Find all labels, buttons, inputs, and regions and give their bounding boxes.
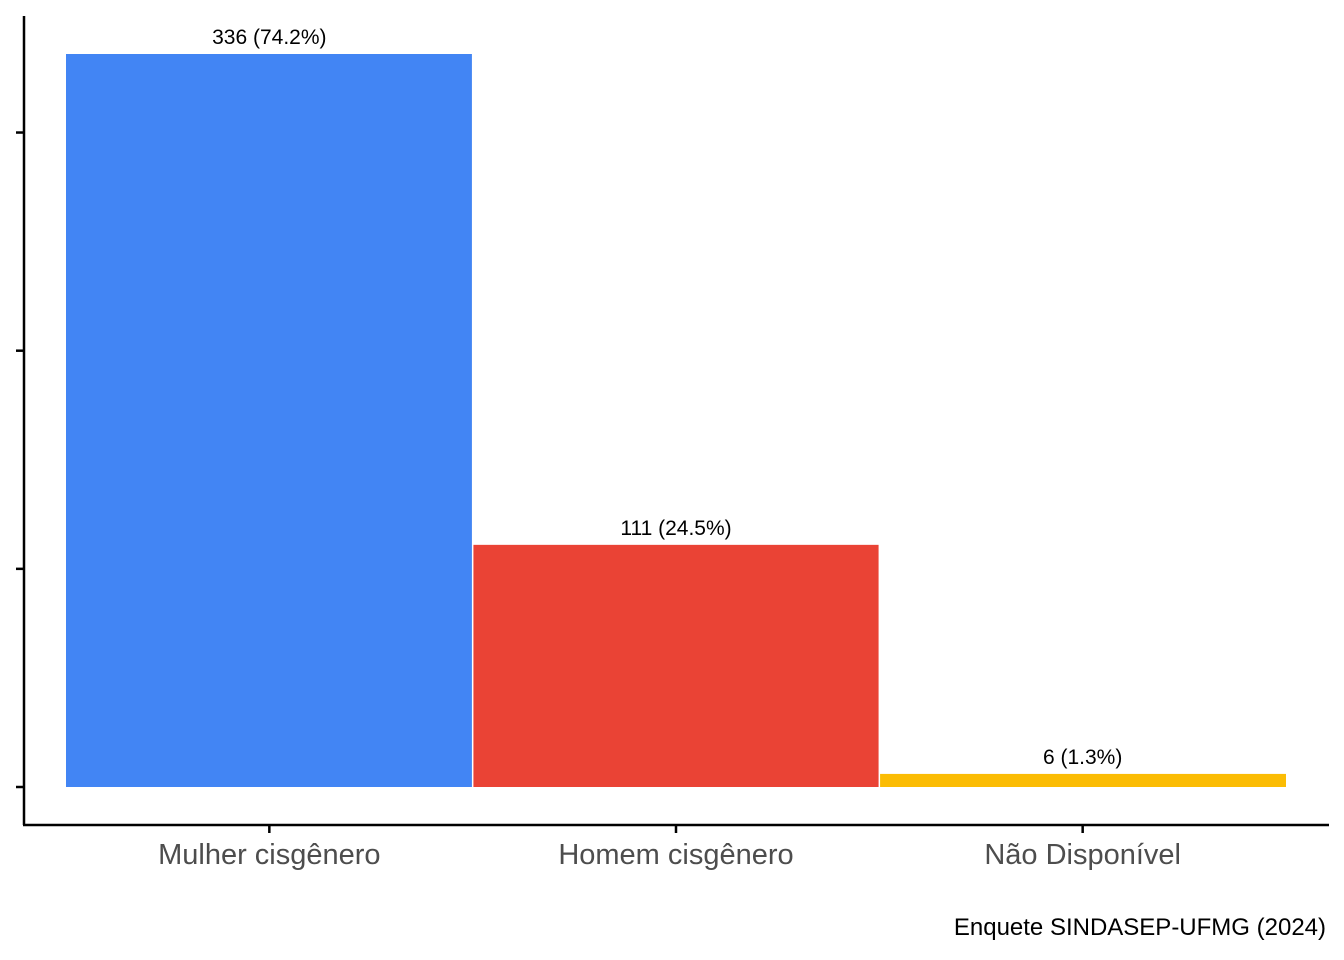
x-tick-label-1: Homem cisgênero bbox=[558, 839, 793, 871]
bar-value-label-1: 111 (24.5%) bbox=[620, 517, 731, 540]
x-axis-ticks bbox=[268, 825, 1084, 833]
x-tick-label-2: Não Disponível bbox=[984, 839, 1181, 871]
x-axis-tick-labels: Mulher cisgênero Homem cisgênero Não Dispo… bbox=[158, 839, 1181, 871]
y-axis-ticks bbox=[16, 131, 24, 789]
bar-0 bbox=[66, 54, 472, 787]
x-tick-label-0: Mulher cisgênero bbox=[158, 839, 380, 871]
bar-2 bbox=[880, 773, 1286, 787]
chart-caption: Enquete SINDASEP-UFMG (2024) bbox=[953, 914, 1326, 941]
bar-value-label-2: 6 (1.3%) bbox=[1043, 746, 1122, 769]
bars bbox=[66, 54, 1286, 787]
bar-value-labels: 336 (74.2%) 111 (24.5%) 6 (1.3%) bbox=[212, 26, 1122, 769]
bar-value-label-0: 336 (74.2%) bbox=[212, 26, 326, 49]
bar-1 bbox=[473, 544, 879, 787]
